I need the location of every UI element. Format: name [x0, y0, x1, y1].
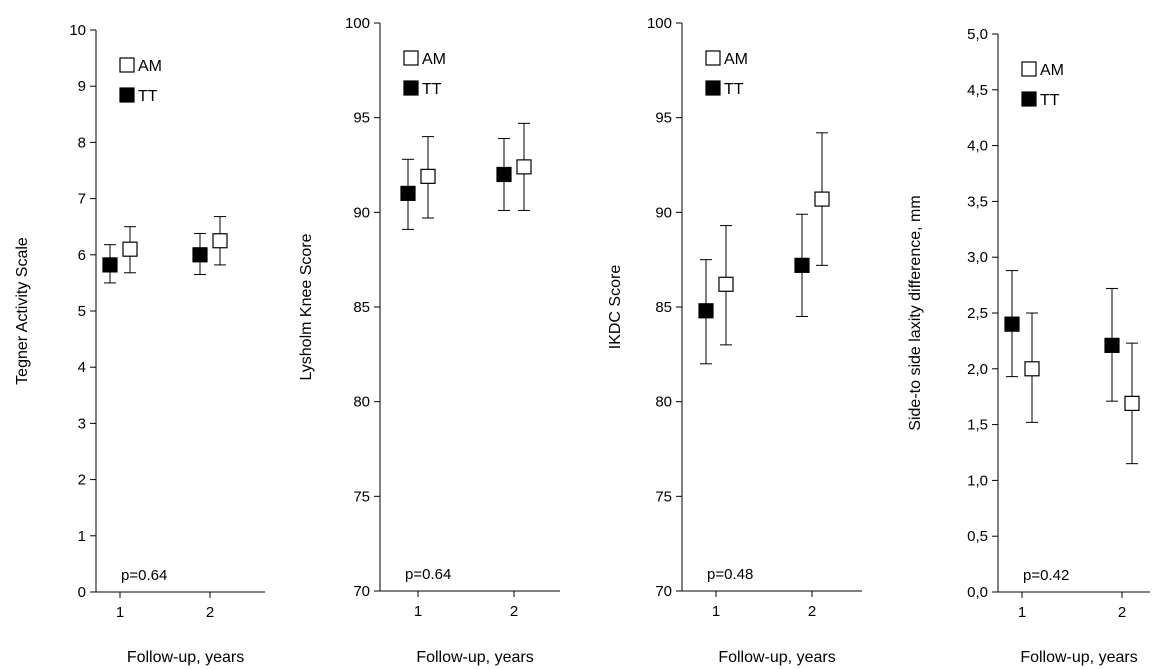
y-tick-label: 1,5: [967, 417, 988, 434]
data-point-am-2: [814, 191, 830, 207]
p-value-annotation: p=0.42: [1023, 567, 1069, 584]
legend-label-tt: TT: [1040, 92, 1060, 109]
data-point-tt-1: [102, 257, 118, 273]
legend-marker-am: [403, 50, 419, 66]
y-tick-label: 5,0: [967, 26, 988, 43]
y-tick-label: 75: [353, 488, 370, 505]
data-point-am-1: [718, 276, 734, 292]
legend-label-tt: TT: [138, 88, 158, 105]
y-tick-label: 2,5: [967, 305, 988, 322]
y-tick-label: 6: [78, 247, 86, 264]
data-point-am-1: [1024, 361, 1040, 377]
x-tick-label: 1: [1018, 604, 1026, 621]
y-tick-label: 7: [78, 191, 86, 208]
y-tick-label: 85: [655, 299, 672, 316]
p-value-annotation: p=0.64: [405, 566, 451, 583]
legend-marker-am: [119, 57, 135, 73]
chart-panel-4: 0,0 0,5 1,0 1,5 2,0 2,5 3,0 3,5 4,0 4,5 5,0 1 2 Follo…: [907, 26, 1150, 666]
y-tick-label: 80: [353, 394, 370, 411]
legend-label-am: AM: [1040, 62, 1064, 79]
y-axis-title: IKDC Score: [607, 265, 624, 350]
data-point-tt-2: [1104, 337, 1120, 353]
y-tick-label: 3,5: [967, 193, 988, 210]
y-tick-label: 95: [655, 110, 672, 127]
y-tick-label: 2,0: [967, 361, 988, 378]
y-tick-label: 85: [353, 299, 370, 316]
y-tick-label: 9: [78, 78, 86, 95]
y-tick-label: 80: [655, 394, 672, 411]
y-tick-label: 75: [655, 488, 672, 505]
legend-label-tt: TT: [724, 81, 744, 98]
y-axis-title: Lysholm Knee Score: [298, 233, 315, 380]
x-tick-label: 1: [712, 603, 720, 620]
data-point-am-1: [122, 241, 138, 257]
p-value-annotation: p=0.64: [121, 567, 167, 584]
y-tick-label: 8: [78, 134, 86, 151]
x-axis-title: Follow-up, years: [127, 649, 244, 666]
y-tick-label: 1,0: [967, 472, 988, 489]
legend-marker-tt: [119, 87, 135, 103]
legend-marker-am: [1021, 61, 1037, 77]
legend-marker-am: [705, 50, 721, 66]
x-tick-label: 1: [414, 603, 422, 620]
y-tick-label: 0,5: [967, 528, 988, 545]
x-tick-label: 2: [510, 603, 518, 620]
data-point-tt-2: [496, 166, 512, 183]
y-tick-label: 3: [78, 415, 86, 432]
y-tick-label: 4,5: [967, 82, 988, 99]
y-tick-label: 4,0: [967, 138, 988, 155]
data-point-am-2: [1124, 395, 1140, 411]
y-tick-label: 4: [78, 359, 86, 376]
x-axis-title: Follow-up, years: [1020, 649, 1137, 666]
x-axis-title: Follow-up, years: [416, 649, 533, 666]
y-axis-title: Side-to side laxity difference, mm: [907, 195, 924, 430]
y-tick-label: 0,0: [967, 584, 988, 601]
x-axis-title: Follow-up, years: [718, 649, 835, 666]
y-tick-label: 95: [353, 110, 370, 127]
y-tick-label: 90: [655, 204, 672, 221]
legend-label-am: AM: [724, 51, 748, 68]
y-tick-label: 5: [78, 303, 86, 320]
y-axis-title: Tegner Activity Scale: [14, 237, 31, 385]
legend-marker-tt: [705, 80, 721, 96]
x-tick-label: 1: [116, 604, 124, 621]
chart-panel-2: 70 75 80 85 90 95 100 1 2 Follow-up, years Lysholm…: [298, 15, 560, 666]
data-point-am-1: [420, 168, 436, 184]
x-tick-label: 2: [808, 603, 816, 620]
legend-label-tt: TT: [422, 81, 442, 98]
y-tick-label: 3,0: [967, 249, 988, 266]
y-tick-label: 10: [69, 22, 86, 39]
y-tick-label: 70: [655, 583, 672, 600]
data-point-tt-1: [1004, 316, 1020, 332]
y-tick-label: 1: [78, 528, 86, 545]
y-tick-label: 100: [647, 15, 672, 32]
y-tick-label: 2: [78, 472, 86, 489]
p-value-annotation: p=0.48: [707, 566, 753, 583]
data-point-tt-1: [698, 303, 714, 319]
data-point-tt-1: [400, 185, 416, 201]
data-point-am-2: [516, 159, 532, 175]
chart-panel-3: 70 75 80 85 90 95 100 1 2 Follow-up, years IKDC Sc…: [607, 15, 862, 666]
y-tick-label: 100: [345, 15, 370, 32]
y-tick-label: 0: [78, 584, 86, 601]
legend-marker-tt: [403, 80, 419, 96]
legend-marker-tt: [1021, 91, 1037, 107]
legend-label-am: AM: [422, 51, 446, 68]
data-point-am-2: [212, 233, 228, 249]
x-tick-label: 2: [1118, 604, 1126, 621]
legend-label-am: AM: [138, 58, 162, 75]
data-point-tt-2: [192, 247, 208, 263]
chart-panel-1: 0 1 2 3 4 5 6 7 8 9 10 1 2 Follow-up, years Tegner Act…: [14, 22, 265, 666]
x-tick-label: 2: [206, 604, 214, 621]
y-tick-label: 70: [353, 583, 370, 600]
data-point-tt-2: [794, 257, 810, 273]
y-tick-label: 90: [353, 204, 370, 221]
